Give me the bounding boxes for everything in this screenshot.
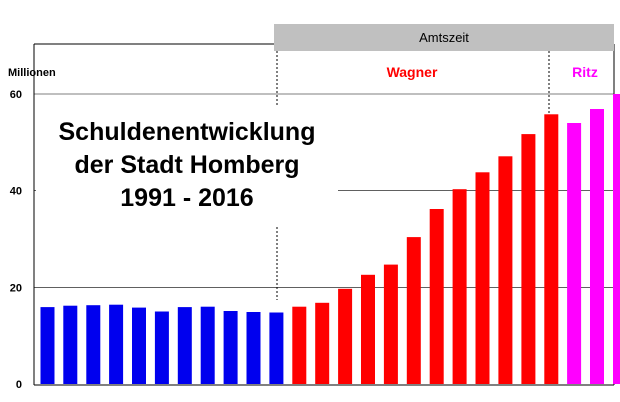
bar-1999 <box>223 311 238 384</box>
title-background <box>36 105 338 225</box>
bar-1995 <box>132 307 146 384</box>
bars <box>40 94 620 385</box>
bar-2000 <box>246 312 261 384</box>
bar-1993 <box>86 305 101 384</box>
chart-title-line-1: Schuldenentwicklung <box>59 118 316 146</box>
bar-2003 <box>315 302 330 384</box>
amtszeit-label: Amtszeit <box>419 30 469 45</box>
y-tick-label-60: 60 <box>10 89 22 101</box>
bar-2001 <box>269 312 284 384</box>
y-tick-label-0: 0 <box>16 379 22 391</box>
bar-1997 <box>177 307 192 384</box>
bar-2006 <box>383 264 398 384</box>
bar-2012 <box>521 134 536 384</box>
bar-2007 <box>406 237 421 384</box>
bar-2013 <box>544 114 559 385</box>
period-label-wagner: Wagner <box>387 64 438 80</box>
bar-2016 <box>613 94 620 384</box>
bar-1998 <box>200 306 215 384</box>
bar-2011 <box>498 156 513 384</box>
bar-2015 <box>590 109 604 384</box>
chart-title-line-2: der Stadt Homberg <box>74 151 299 179</box>
y-tick-labels: 0 20 40 60 <box>10 89 22 391</box>
period-label-ritz: Ritz <box>572 64 598 80</box>
bar-1994 <box>109 304 124 384</box>
bar-1992 <box>63 305 78 384</box>
bar-2005 <box>361 274 375 384</box>
y-tick-label-40: 40 <box>10 186 22 198</box>
bar-2008 <box>429 209 444 384</box>
bar-2009 <box>452 189 467 384</box>
bar-2004 <box>338 288 353 384</box>
bar-1996 <box>154 311 169 384</box>
y-axis-label: Millionen <box>8 67 56 79</box>
bar-2014 <box>567 123 582 384</box>
y-tick-label-20: 20 <box>10 282 22 294</box>
chart-title-line-3: 1991 - 2016 <box>120 184 253 212</box>
amtszeit-band <box>274 24 614 51</box>
bar-2010 <box>475 172 490 384</box>
bar-1991 <box>40 307 55 384</box>
bar-2002 <box>292 306 307 384</box>
